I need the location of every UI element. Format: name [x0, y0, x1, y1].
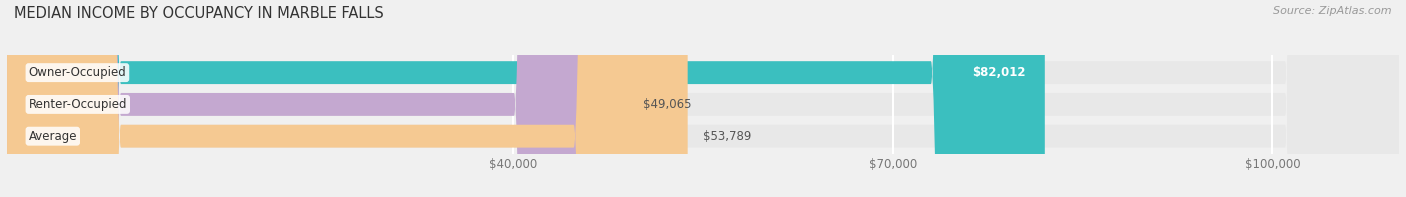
Text: $49,065: $49,065 — [643, 98, 692, 111]
Text: Renter-Occupied: Renter-Occupied — [28, 98, 127, 111]
Text: Source: ZipAtlas.com: Source: ZipAtlas.com — [1274, 6, 1392, 16]
FancyBboxPatch shape — [7, 0, 688, 197]
FancyBboxPatch shape — [7, 0, 1045, 197]
Text: $82,012: $82,012 — [973, 66, 1026, 79]
Text: Owner-Occupied: Owner-Occupied — [28, 66, 127, 79]
Text: MEDIAN INCOME BY OCCUPANCY IN MARBLE FALLS: MEDIAN INCOME BY OCCUPANCY IN MARBLE FAL… — [14, 6, 384, 21]
FancyBboxPatch shape — [7, 0, 1399, 197]
FancyBboxPatch shape — [7, 0, 1399, 197]
Text: $53,789: $53,789 — [703, 130, 751, 143]
FancyBboxPatch shape — [7, 0, 1399, 197]
FancyBboxPatch shape — [7, 0, 628, 197]
Text: Average: Average — [28, 130, 77, 143]
